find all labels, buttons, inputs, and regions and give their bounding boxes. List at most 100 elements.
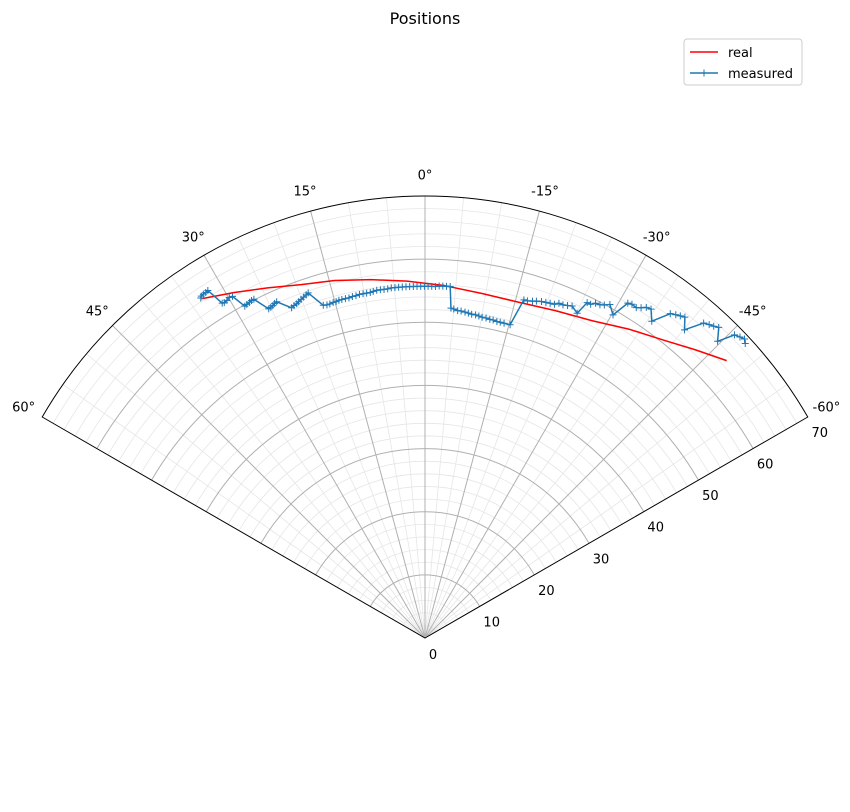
major-radial-gridline	[112, 325, 426, 639]
theta-tick-label: 30°	[182, 231, 205, 246]
data-point-measured	[250, 295, 258, 303]
minor-radial-gridline	[424, 275, 679, 639]
theta-tick-label: 15°	[293, 184, 316, 199]
data-point-measured	[472, 311, 480, 319]
data-point-measured	[496, 318, 504, 326]
data-point-measured	[457, 307, 465, 315]
data-point-measured	[489, 316, 497, 324]
data-point-measured	[326, 300, 334, 308]
tick-labels: -60° -45° -30° -15° 0° 15° 30° 45° 60° 0 10 20 30 40 5…	[12, 169, 840, 664]
major-ring-gridline	[315, 511, 535, 576]
polar-frame	[41, 195, 809, 639]
data-point-measured	[482, 314, 490, 322]
data-point-measured	[559, 301, 567, 309]
minor-radial-gridline	[424, 222, 577, 639]
data-point-measured	[493, 318, 501, 326]
theta-tick-label: 0°	[418, 169, 433, 184]
r-tick-label: 50	[702, 489, 719, 504]
data-point-measured	[329, 298, 337, 306]
minor-radial-gridline	[86, 353, 426, 639]
major-ring-gridline	[151, 321, 699, 481]
data-point-measured	[323, 301, 331, 309]
r-tick-label: 30	[593, 552, 610, 567]
data-point-measured	[273, 298, 281, 306]
data-point-measured	[542, 298, 550, 306]
major-radial-gridline	[424, 254, 647, 639]
data-point-measured	[648, 317, 656, 325]
data-point-measured	[538, 297, 546, 305]
data-point-measured	[352, 292, 360, 300]
data-point-measured	[229, 292, 237, 300]
data-point-measured	[500, 319, 508, 327]
data-point-measured	[741, 335, 748, 343]
legend-label-real: real	[728, 46, 753, 61]
data-point-measured	[741, 340, 749, 348]
data-point-measured	[355, 290, 363, 298]
data-point-measured	[600, 301, 608, 309]
theta-tick-label: -45°	[739, 304, 767, 319]
data-point-measured	[478, 313, 486, 321]
theta-tick-label: -60°	[813, 400, 841, 415]
data-point-measured	[564, 301, 572, 309]
data-point-measured	[369, 287, 377, 295]
r-tick-label: 40	[647, 521, 664, 536]
data-point-measured	[204, 286, 212, 294]
data-point-measured	[647, 305, 655, 313]
data-point-measured	[546, 299, 554, 307]
data-point-measured	[461, 308, 469, 316]
data-point-measured	[359, 290, 367, 298]
data-point-measured	[628, 300, 636, 308]
data-point-measured	[700, 319, 708, 327]
chart-title: Positions	[390, 9, 461, 28]
minor-radial-gridline	[273, 222, 426, 639]
data-point-measured	[475, 312, 483, 320]
minor-radial-gridline	[237, 237, 426, 639]
data-point-measured	[642, 303, 650, 311]
data-point-measured	[384, 285, 392, 293]
major-radial-gridline	[310, 210, 426, 639]
minor-radial-gridline	[140, 299, 426, 639]
data-point-measured	[338, 296, 346, 304]
data-point-measured	[464, 309, 472, 317]
minor-gridlines	[52, 197, 798, 639]
data-point-measured	[486, 315, 494, 323]
data-point-measured	[450, 305, 458, 313]
data-point-measured	[573, 309, 581, 317]
legend: real measured	[683, 38, 803, 86]
minor-radial-gridline	[347, 202, 426, 639]
data-point-measured	[606, 300, 614, 308]
major-ring-gridline	[369, 574, 481, 607]
minor-radial-gridline	[424, 384, 788, 639]
data-point-measured	[550, 300, 558, 308]
minor-radial-gridline	[424, 197, 464, 639]
data-point-measured	[225, 294, 233, 302]
data-point-measured	[705, 321, 713, 329]
data-point-measured	[715, 323, 723, 331]
data-point-measured	[335, 296, 343, 304]
minor-radial-gridline	[171, 275, 426, 639]
theta-tick-label: -30°	[643, 231, 671, 246]
data-point-measured	[624, 299, 632, 307]
data-point-measured	[304, 289, 312, 297]
data-point-measured	[714, 337, 722, 345]
r-tick-label: 10	[483, 615, 500, 630]
data-point-measured	[341, 295, 349, 303]
data-point-measured	[568, 302, 576, 310]
major-radial-gridline	[203, 254, 426, 639]
series-layer	[197, 278, 749, 362]
minor-radial-gridline	[424, 202, 503, 639]
data-point-measured	[583, 299, 591, 307]
data-point-measured	[672, 311, 680, 319]
minor-radial-gridline	[62, 384, 426, 639]
major-ring-gridline	[205, 384, 645, 512]
data-point-measured	[681, 313, 689, 321]
data-point-measured	[468, 310, 476, 318]
r-tick-label: 60	[757, 458, 774, 473]
major-ring-gridline	[260, 448, 590, 544]
major-radial-gridline	[424, 325, 738, 639]
data-point-measured	[666, 310, 674, 318]
theta-tick-label: 45°	[86, 304, 109, 319]
data-point-measured	[345, 294, 353, 302]
data-point-measured	[348, 292, 356, 300]
